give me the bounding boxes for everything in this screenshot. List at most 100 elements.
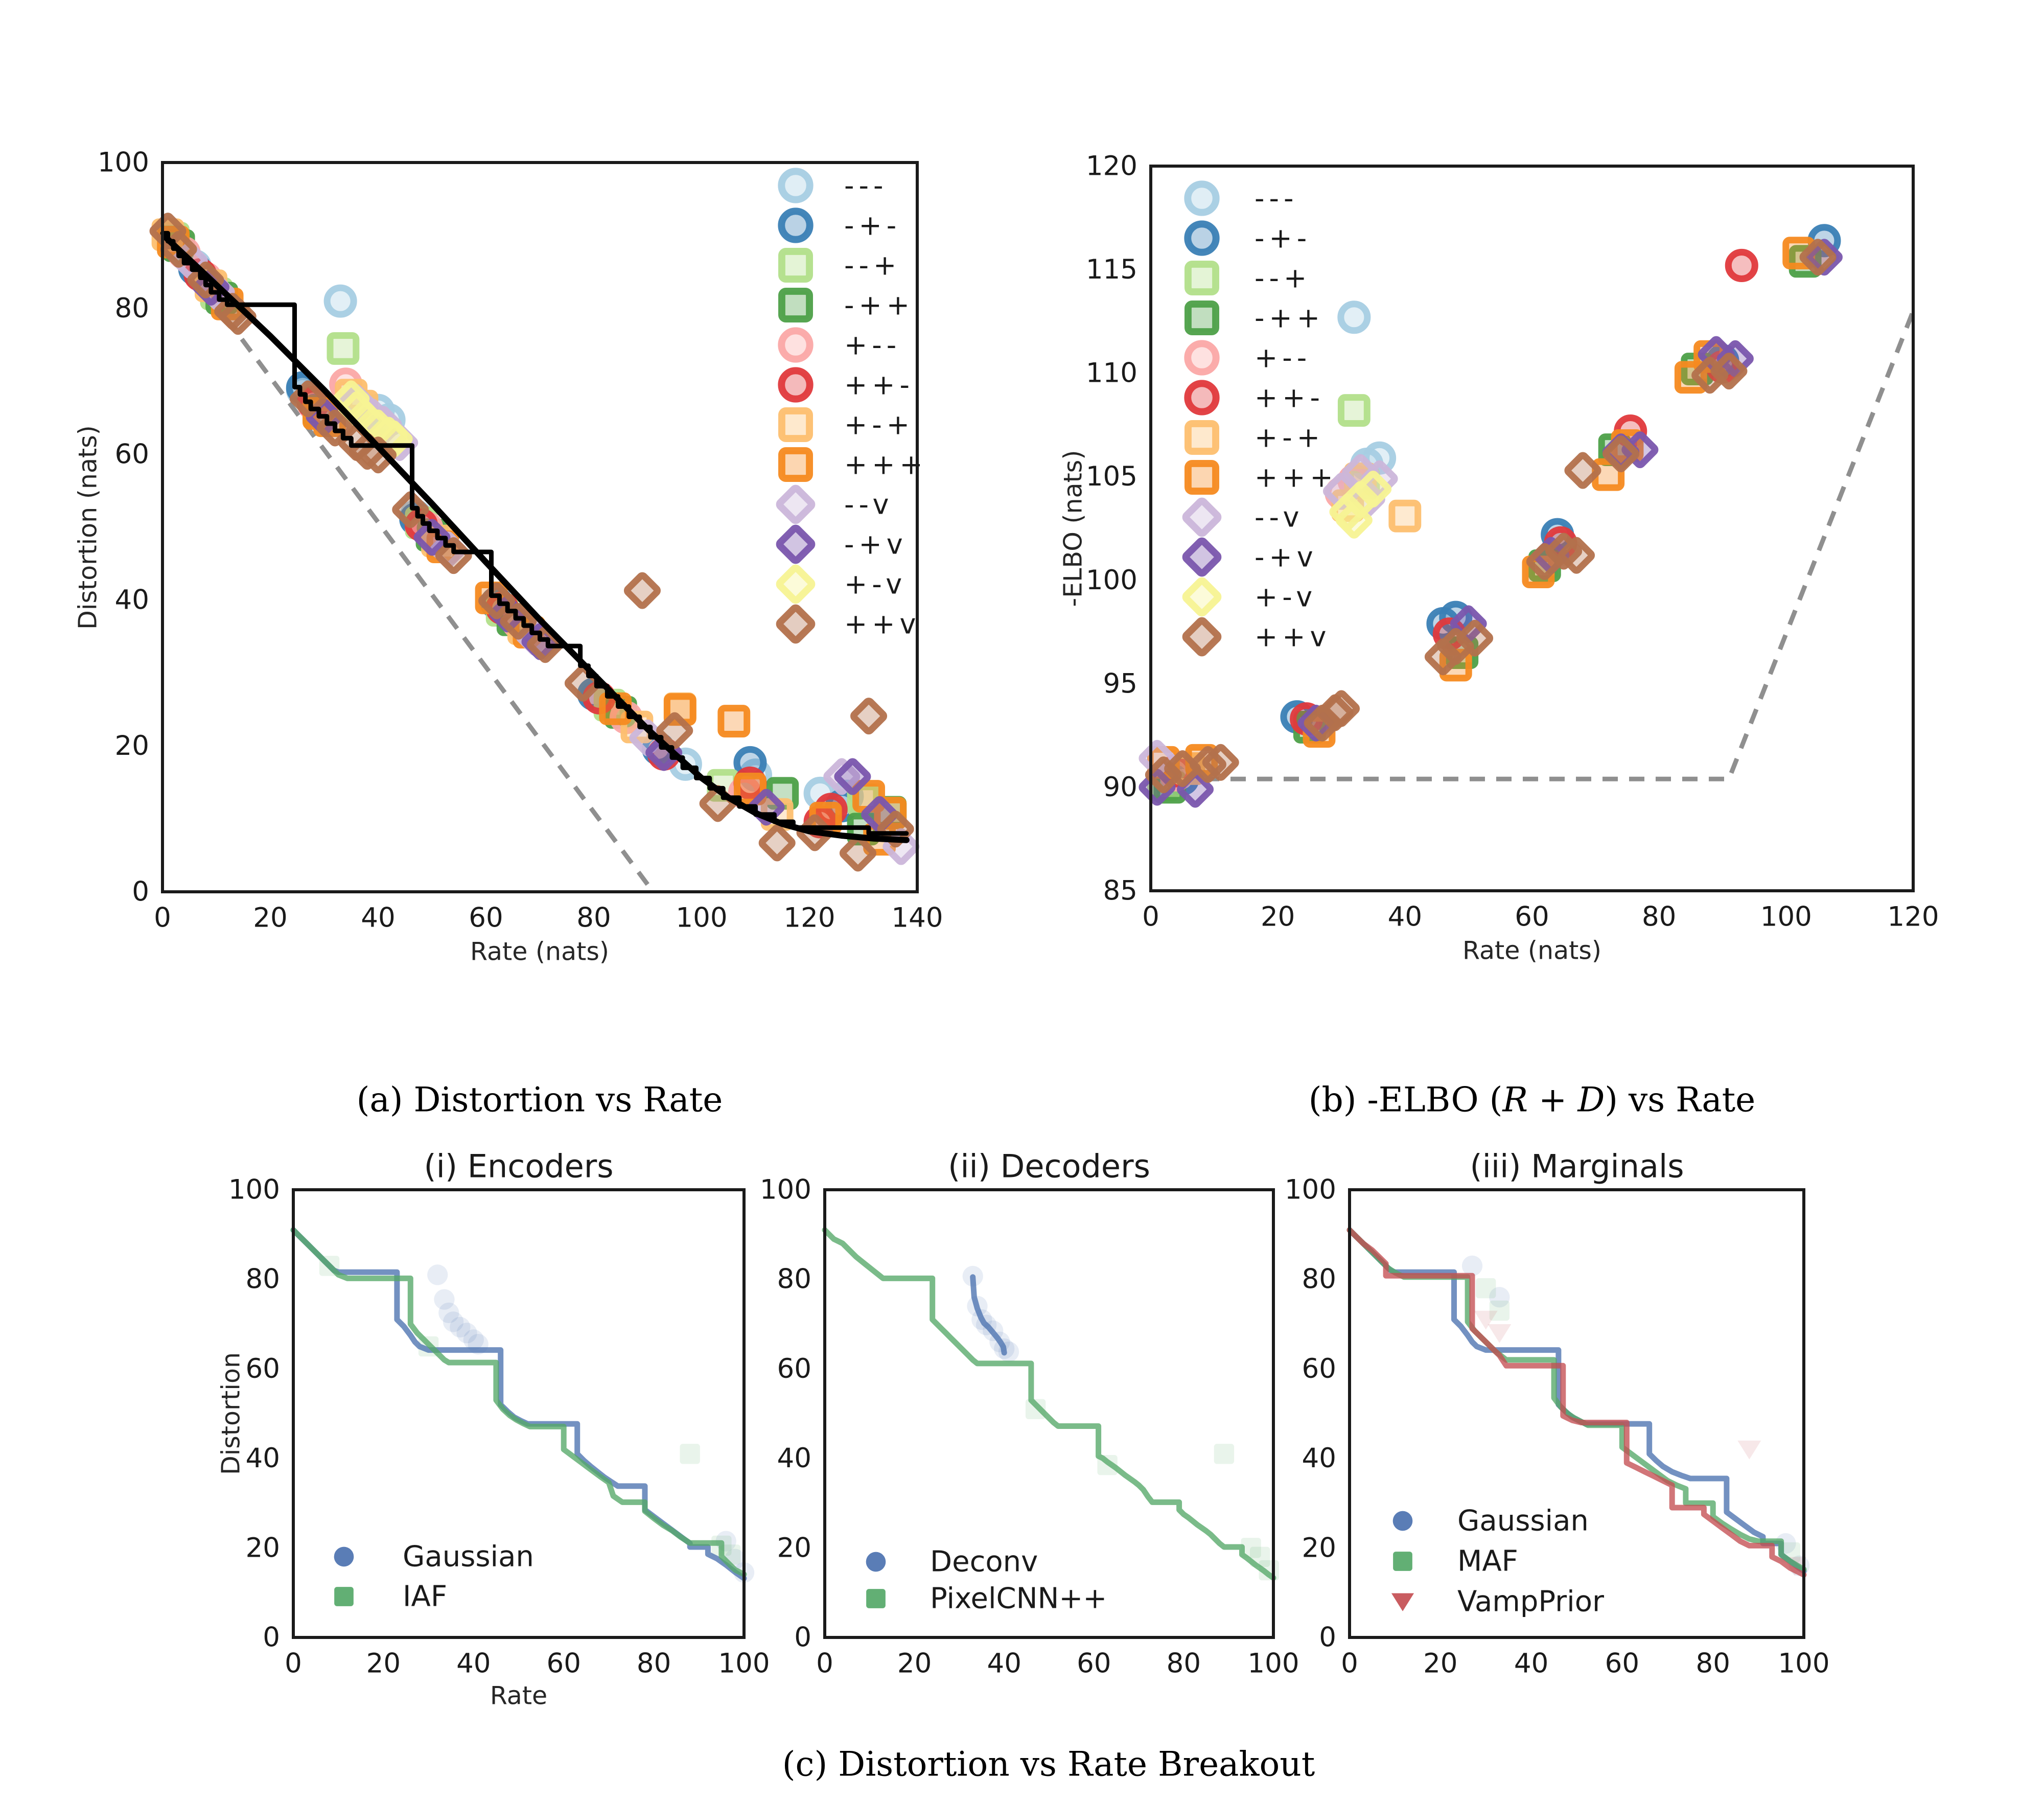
caption-b-d: D xyxy=(1577,1080,1605,1120)
legend-label-+++: +++ xyxy=(844,449,927,481)
legend-label--+-: -+- xyxy=(1255,222,1311,255)
legend-marker-gaussian xyxy=(1392,1511,1413,1531)
x-tick-label: 140 xyxy=(891,902,943,933)
plot-c2-title: (ii) Decoders xyxy=(948,1147,1150,1185)
x-tick-label: 0 xyxy=(154,902,171,933)
legend-marker-iaf xyxy=(334,1587,354,1606)
legend-label--++: -++ xyxy=(1255,302,1325,334)
legend-label-deconv: Deconv xyxy=(930,1545,1038,1579)
y-tick-label: 100 xyxy=(228,1174,280,1206)
line-iaf xyxy=(290,1227,747,1577)
marker-diamond xyxy=(1710,353,1748,390)
marker-circle xyxy=(1725,248,1758,283)
x-tick-label: 20 xyxy=(1261,901,1295,932)
legend-marker--++ xyxy=(1184,301,1219,335)
marker-diamond xyxy=(413,519,451,556)
line-vampprior xyxy=(1346,1227,1807,1578)
plot-c3: 0 20 40 60 80 100 0 20 40 60 80 100 Gaussian MAF VampP… xyxy=(1285,1174,1830,1679)
legend-label---v: --v xyxy=(844,489,893,521)
x-tick-label: 20 xyxy=(253,902,287,933)
caption-b-pre: (b) -ELBO ( xyxy=(1308,1080,1503,1120)
legend-label---+: --+ xyxy=(844,249,901,282)
legend-marker---v xyxy=(1182,497,1222,537)
legend-marker-++v xyxy=(776,604,816,644)
legend-label-+--: +-- xyxy=(1255,342,1311,374)
legend-marker---+ xyxy=(1184,261,1219,295)
legend-label--+v: -+v xyxy=(844,528,908,561)
y-tick-label: 60 xyxy=(115,438,149,470)
x-tick-label: 80 xyxy=(576,902,611,933)
x-tick-label: 0 xyxy=(816,1648,833,1679)
legend-label----: --- xyxy=(844,170,888,202)
x-tick-label: 100 xyxy=(676,902,727,933)
marker-circle xyxy=(438,1302,459,1324)
y-tick-label: 20 xyxy=(1302,1532,1336,1563)
x-tick-label: 60 xyxy=(546,1648,580,1679)
legend-label-+-v: +-v xyxy=(1255,581,1317,613)
x-tick-label: 60 xyxy=(1515,901,1549,932)
marker-circle xyxy=(323,284,357,318)
x-tick-label: 40 xyxy=(456,1648,491,1679)
legend-label--+v: -+v xyxy=(1255,541,1318,573)
x-tick-label: 80 xyxy=(637,1648,671,1679)
marker-square xyxy=(1489,1300,1510,1321)
legend-label-+-v: +-v xyxy=(844,568,907,600)
legend-label-pixelcnn: PixelCNN++ xyxy=(930,1582,1107,1615)
y-tick-label: 80 xyxy=(246,1264,280,1295)
x-tick-label: 100 xyxy=(1247,1648,1299,1679)
x-tick-label: 100 xyxy=(1778,1648,1829,1679)
x-tick-label: 60 xyxy=(469,902,503,933)
legend-label-++-: ++- xyxy=(1255,382,1325,414)
plot-c3-title: (iii) Marginals xyxy=(1470,1147,1684,1185)
marker-diamond xyxy=(834,758,871,795)
y-tick-label: 85 xyxy=(1103,875,1137,907)
legend-marker-+-+ xyxy=(1184,420,1219,455)
marker-diamond xyxy=(1805,239,1843,276)
y-tick-label: 0 xyxy=(132,876,149,908)
plot-a: 0 20 40 60 80 100 120 140 0 20 40 60 80 100 --- -+- --+ -… xyxy=(98,147,943,934)
y-tick-label: 90 xyxy=(1103,772,1137,803)
marker-square xyxy=(734,772,766,805)
legend-marker-+++ xyxy=(778,447,813,482)
marker-triangle xyxy=(1474,1310,1498,1330)
marker-diamond xyxy=(1342,481,1379,518)
y-tick-label: 95 xyxy=(1103,668,1137,699)
marker-square xyxy=(1241,1538,1261,1558)
elbo-bound-dashed xyxy=(1151,310,1916,781)
plot-b-xlabel: Rate (nats) xyxy=(1462,936,1601,965)
caption-b-post: ) vs Rate xyxy=(1605,1080,1756,1120)
legend-marker-gaussian xyxy=(334,1546,354,1567)
y-tick-label: 80 xyxy=(115,293,149,324)
x-tick-label: 20 xyxy=(366,1648,401,1679)
legend-marker---v xyxy=(776,484,816,524)
x-tick-label: 20 xyxy=(897,1648,932,1679)
marker-square xyxy=(1476,1278,1496,1299)
legend-label-+--: +-- xyxy=(844,329,901,361)
marker-diamond xyxy=(823,758,861,795)
legend-marker--++ xyxy=(778,288,813,322)
legend-marker---- xyxy=(778,168,814,203)
x-tick-label: 40 xyxy=(1514,1648,1548,1679)
x-tick-label: 100 xyxy=(718,1648,770,1679)
marker-diamond xyxy=(1799,239,1837,276)
x-tick-label: 0 xyxy=(1142,901,1159,932)
marker-circle xyxy=(463,1329,484,1350)
y-tick-label: 120 xyxy=(1086,151,1137,182)
y-tick-label: 20 xyxy=(115,730,149,761)
legend-marker-+-+ xyxy=(778,407,813,442)
legend-marker--+- xyxy=(1184,220,1220,256)
marker-diamond xyxy=(1202,744,1239,781)
legend-marker-maf xyxy=(1393,1552,1412,1571)
y-tick-label: 80 xyxy=(777,1264,811,1295)
marker-diamond xyxy=(1424,638,1461,676)
marker-circle xyxy=(456,1323,477,1344)
x-tick-label: 120 xyxy=(783,902,835,933)
y-tick-label: 80 xyxy=(1302,1264,1336,1295)
legend-label-maf: MAF xyxy=(1457,1545,1518,1578)
x-tick-label: 20 xyxy=(1423,1648,1457,1679)
marker-circle xyxy=(450,1316,471,1338)
marker-circle xyxy=(1461,1255,1483,1277)
y-tick-label: 20 xyxy=(246,1532,280,1563)
